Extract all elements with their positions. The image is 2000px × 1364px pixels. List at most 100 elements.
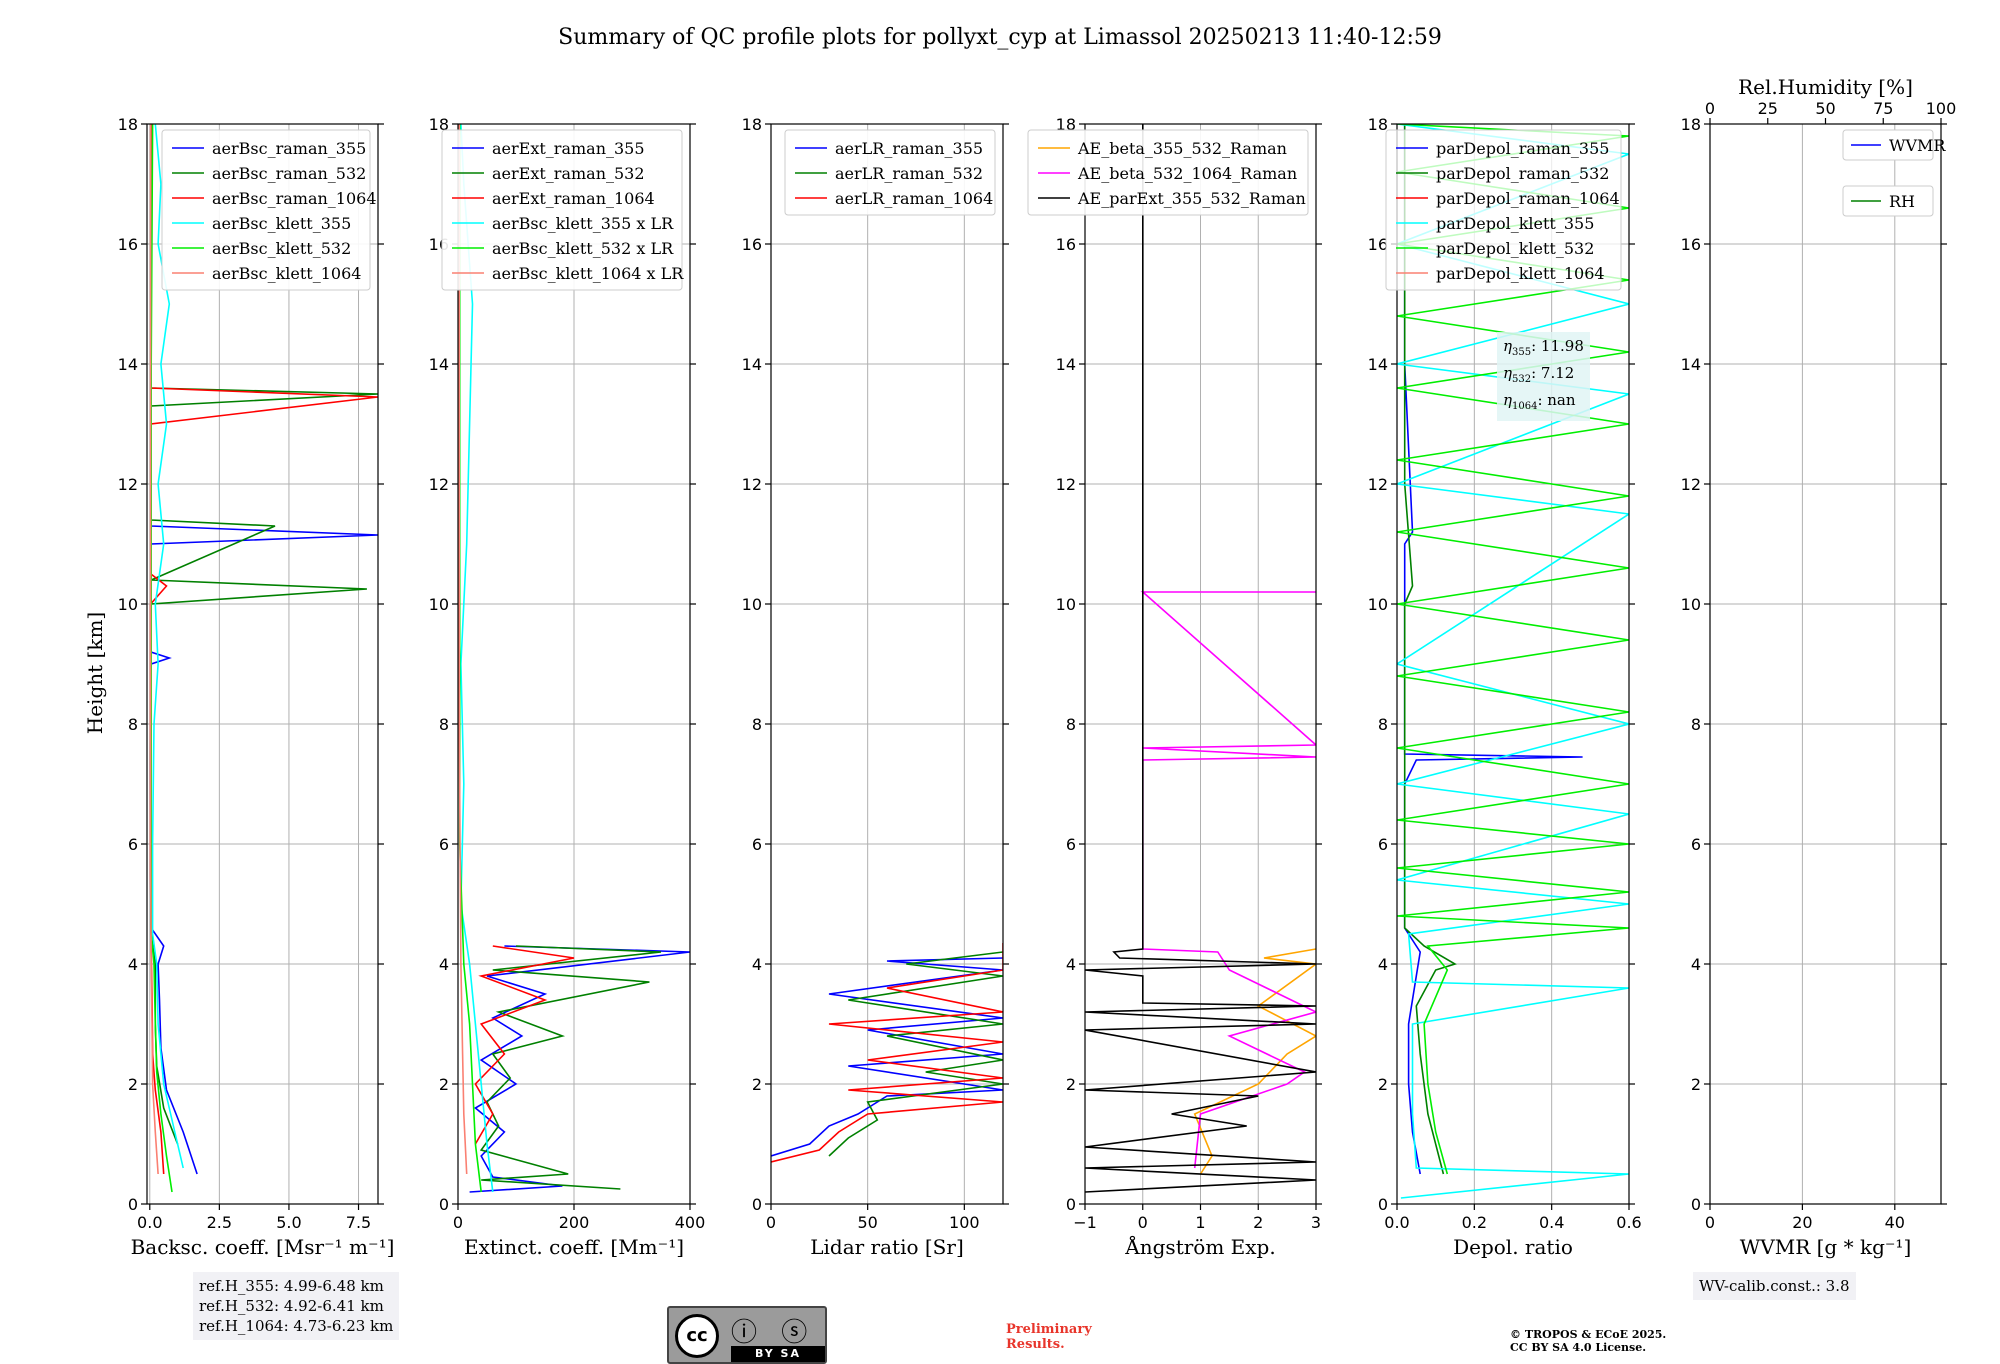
legend: AE_beta_355_532_Raman AE_beta_532_1064_Ra… [1027, 129, 1309, 216]
axes-frame [146, 123, 379, 1205]
legend-label: aerBsc_klett_1064 [212, 264, 361, 283]
x-tick-label: 50 [857, 1213, 877, 1232]
y-tick-label: 14 [1681, 355, 1701, 374]
y-tick-label: 14 [118, 355, 138, 374]
y-tick-label: 4 [128, 955, 138, 974]
y-tick-label: 2 [752, 1075, 762, 1094]
axes-frame [1396, 123, 1630, 1205]
x-tick-label: 200 [559, 1213, 590, 1232]
legend-label: parDepol_klett_1064 [1436, 264, 1605, 283]
legend-label: aerExt_raman_355 [492, 139, 645, 158]
legend-box [784, 129, 996, 216]
y-tick-label: 0 [1691, 1195, 1701, 1214]
top-x-tick-label: 0 [1705, 99, 1715, 118]
series-group [1085, 124, 1316, 1193]
legend-label: parDepol_raman_355 [1436, 139, 1609, 158]
y-tick-label: 10 [429, 595, 449, 614]
top-x-tick-label: 100 [1926, 99, 1957, 118]
series-line-AE_beta_532_1064_Raman [1140, 591, 1316, 1169]
series-group [771, 943, 1003, 1163]
series-line-aerBsc_klett_355 [151, 124, 184, 1169]
legend-box [161, 129, 371, 291]
legend-label: aerBsc_raman_532 [212, 164, 366, 183]
y-tick-label: 16 [1056, 235, 1076, 254]
y-tick-label: 14 [742, 355, 762, 374]
x-tick-label: 0.6 [1616, 1213, 1641, 1232]
y-tick-label: 6 [1066, 835, 1076, 854]
ref-height-532: ref.H_532: 4.92-6.41 km [199, 1297, 384, 1315]
x-tick-label: 7.5 [346, 1213, 371, 1232]
y-tick-label: 8 [1066, 715, 1076, 734]
y-tick-label: 6 [1691, 835, 1701, 854]
y-tick-label: 8 [1691, 715, 1701, 734]
series-group [149, 124, 378, 1193]
axes-frame [1709, 123, 1942, 1205]
y-tick-label: 4 [1066, 955, 1076, 974]
eta-1064: η1064: nan [1503, 391, 1576, 412]
legend-box [1842, 185, 1934, 217]
x-tick-label: 400 [675, 1213, 706, 1232]
legend-label: aerLR_raman_532 [835, 164, 983, 183]
y-tick-label: 18 [1368, 115, 1388, 134]
y-tick-label: 2 [1378, 1075, 1388, 1094]
series-line-aerBsc_klett_1064 [149, 124, 159, 1175]
legend-label: parDepol_klett_532 [1436, 239, 1594, 258]
y-tick-label: 10 [118, 595, 138, 614]
x-tick-label: 0 [766, 1213, 776, 1232]
legend-label: parDepol_raman_532 [1436, 164, 1609, 183]
legend-label: WVMR [1889, 136, 1946, 155]
x-tick-label: 0.0 [137, 1213, 162, 1232]
copyright-note: © TROPOS & ECoE 2025. CC BY SA 4.0 Licen… [1510, 1328, 1667, 1354]
y-tick-label: 18 [118, 115, 138, 134]
y-tick-label: 10 [742, 595, 762, 614]
eta-532: η532: 7.12 [1503, 364, 1575, 385]
x-tick-label: 0.0 [1384, 1213, 1409, 1232]
y-tick-label: 16 [742, 235, 762, 254]
legend-label: aerBsc_raman_1064 [212, 189, 377, 208]
y-tick-label: 8 [752, 715, 762, 734]
y-tick-label: 18 [1681, 115, 1701, 134]
y-tick-label: 8 [439, 715, 449, 734]
legend: parDepol_raman_355 parDepol_raman_532 parD… [1385, 129, 1622, 291]
panel-6: 0 20 40 0 2 4 6 8 10 12 14 16 18 WVMR [g * kg⁻¹] 0 25 50… [1681, 75, 1957, 1259]
eta-355: η355: 11.98 [1503, 337, 1584, 358]
y-tick-label: 16 [1368, 235, 1388, 254]
y-tick-label: 2 [1691, 1075, 1701, 1094]
x-tick-label: 0 [453, 1213, 463, 1232]
legend-label: aerBsc_klett_1064 x LR [492, 264, 684, 283]
y-tick-label: 12 [1368, 475, 1388, 494]
top-x-tick-label: 25 [1758, 99, 1778, 118]
figure-title: Summary of QC profile plots for pollyxt_… [558, 25, 1442, 50]
y-tick-label: 0 [1066, 1195, 1076, 1214]
x-tick-label: 2.5 [207, 1213, 232, 1232]
y-tick-label: 2 [1066, 1075, 1076, 1094]
legend-label: aerBsc_raman_355 [212, 139, 366, 158]
x-tick-label: 0.2 [1462, 1213, 1487, 1232]
x-tick-label: 0 [1138, 1213, 1148, 1232]
x-tick-label: −1 [1073, 1213, 1097, 1232]
x-tick-label: 0.4 [1539, 1213, 1564, 1232]
y-tick-label: 0 [439, 1195, 449, 1214]
legend-label: aerBsc_klett_532 x LR [492, 239, 674, 258]
eta-box: η355: 11.98 η532: 7.12 η1064: nan [1497, 332, 1590, 421]
y-tick-label: 6 [1378, 835, 1388, 854]
x-axis-label: Lidar ratio [Sr] [810, 1235, 964, 1259]
legend-label: aerBsc_klett_355 [212, 214, 351, 233]
legend-box [1842, 129, 1934, 161]
series-line-aerLR_raman_532 [828, 951, 1003, 1157]
y-tick-label: 6 [752, 835, 762, 854]
y-tick-label: 4 [1378, 955, 1388, 974]
legend-label: aerLR_raman_355 [835, 139, 983, 158]
y-axis-label: Height [km] [83, 612, 107, 734]
x-axis-label: Extinct. coeff. [Mm⁻¹] [464, 1235, 684, 1259]
x-axis-label: Ångström Exp. [1124, 1234, 1275, 1259]
series-line-aerExt_raman_532 [479, 945, 662, 1190]
legend-box [441, 129, 683, 291]
legend-label: AE_parExt_355_532_Raman [1077, 189, 1306, 208]
x-tick-label: 20 [1792, 1213, 1812, 1232]
legend-label: aerBsc_klett_355 x LR [492, 214, 674, 233]
x-tick-label: 0 [1705, 1213, 1715, 1232]
